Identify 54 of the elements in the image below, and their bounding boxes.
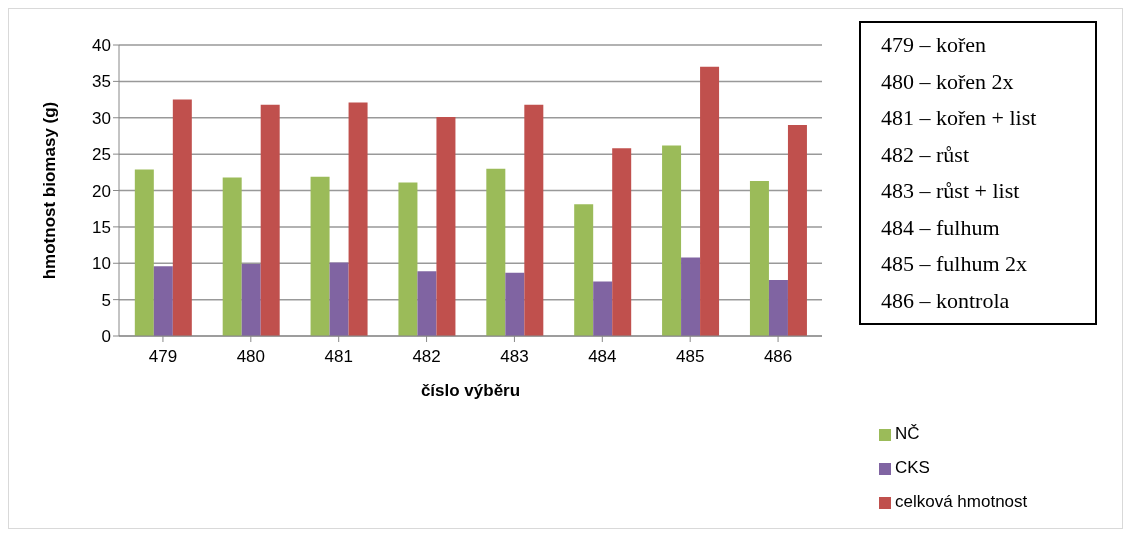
- text: 480 – kořen 2x: [881, 67, 1015, 96]
- y-tick-label: 0: [101, 327, 111, 347]
- y-axis-title: hmotnost biomasy (g): [40, 101, 60, 280]
- text: 486 – kontrola: [881, 286, 1011, 315]
- bar: [348, 102, 368, 336]
- y-tick-label: 30: [92, 108, 111, 128]
- bar: [524, 104, 544, 336]
- text: 485 – fulhum 2x: [881, 250, 1029, 278]
- bar: [417, 271, 437, 336]
- bar: [612, 148, 632, 336]
- bar: [593, 281, 613, 336]
- bar: [310, 176, 330, 336]
- bar: [398, 182, 418, 336]
- bar: [260, 104, 280, 336]
- bar: [241, 263, 261, 336]
- bar: [436, 117, 456, 336]
- x-axis-title: číslo výběru: [420, 381, 521, 400]
- x-tick-label: 479: [148, 347, 178, 367]
- x-tick-label: 485: [676, 347, 705, 367]
- y-tick-label: 35: [92, 72, 111, 92]
- bar: [574, 204, 594, 336]
- y-tick-label: 15: [92, 217, 111, 237]
- bar: [700, 66, 720, 336]
- bar: [486, 168, 506, 336]
- text: 479 – kořen: [881, 31, 988, 59]
- bar: [681, 257, 701, 336]
- x-tick-label: 484: [588, 347, 617, 367]
- y-tick-label: 40: [92, 36, 111, 56]
- bar: [222, 177, 242, 336]
- x-tick-label: 482: [412, 347, 441, 367]
- y-tick-label: 20: [92, 181, 111, 201]
- bar: [153, 266, 173, 336]
- y-tick-label: 5: [101, 290, 111, 310]
- text: 484 – fulhum: [881, 213, 1001, 242]
- text: 482 – růst: [881, 140, 970, 169]
- text: 483 – růst + list: [881, 177, 1021, 205]
- bar: [172, 99, 192, 336]
- y-tick-label: 25: [92, 145, 111, 165]
- bar: [662, 145, 682, 336]
- bar: [134, 169, 154, 336]
- x-tick-label: 481: [324, 347, 353, 367]
- y-tick-label: 10: [92, 254, 111, 274]
- bar: [787, 125, 807, 336]
- bar: [768, 279, 788, 336]
- x-tick-label: 480: [236, 347, 265, 367]
- x-tick-label: 486: [763, 347, 793, 367]
- bar: [329, 262, 349, 336]
- bar: [749, 181, 769, 336]
- legend-label: CKS: [895, 458, 930, 477]
- x-tick-label: 483: [500, 347, 529, 367]
- legend-label: celková hmotnost: [895, 492, 1028, 511]
- legend-label: NČ: [895, 424, 920, 443]
- text: 481 – kořen + list: [881, 104, 1038, 132]
- bar: [505, 272, 525, 336]
